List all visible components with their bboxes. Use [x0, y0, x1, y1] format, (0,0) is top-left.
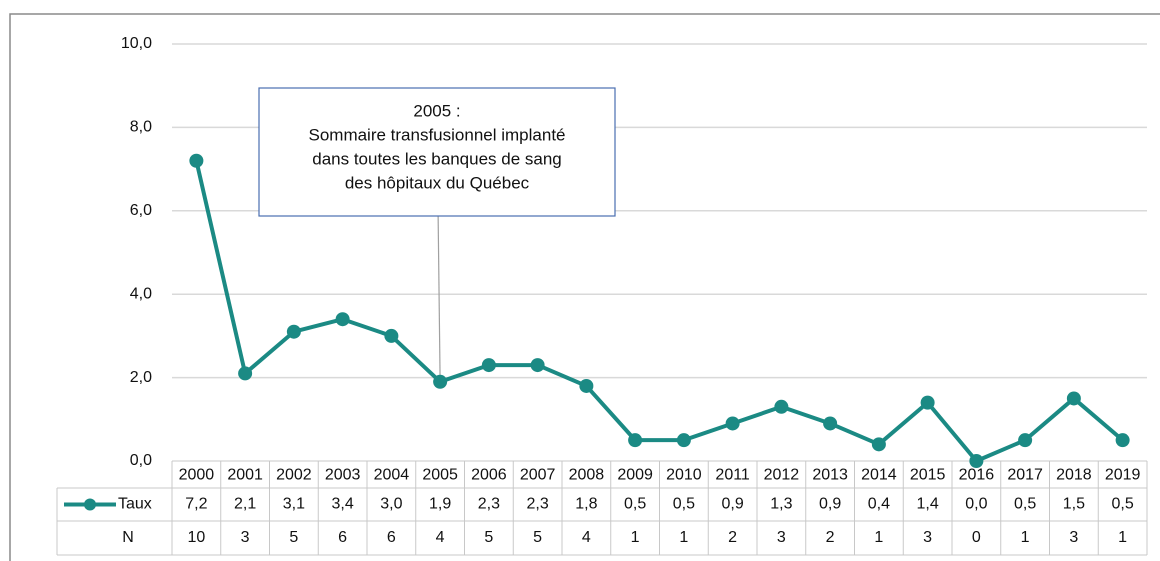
y-tick-label: 0,0: [130, 452, 152, 469]
data-point: [774, 399, 789, 414]
n-value: 1: [679, 529, 688, 546]
x-tick-label: 2010: [666, 467, 702, 484]
data-point: [871, 437, 886, 452]
x-tick-label: 2011: [715, 467, 750, 484]
data-point: [384, 328, 399, 343]
data-point: [823, 416, 838, 431]
x-tick-label: 2007: [520, 467, 556, 484]
row-label: N: [122, 529, 134, 546]
data-label: 2,1: [234, 496, 256, 513]
legend-marker: [84, 498, 96, 511]
data-point: [1066, 391, 1081, 406]
x-tick-label: 2003: [325, 467, 361, 484]
data-label: 0,5: [624, 496, 646, 513]
data-point: [969, 454, 984, 468]
x-tick-label: 2001: [227, 467, 263, 484]
data-label: 0,9: [722, 496, 744, 513]
x-tick-label: 2017: [1007, 467, 1043, 484]
data-point: [189, 153, 204, 168]
n-value: 6: [338, 529, 347, 546]
data-point: [725, 416, 740, 431]
annotation-pointer: [437, 215, 441, 382]
x-tick-label: 2004: [374, 467, 410, 484]
x-tick-label: 2005: [422, 467, 458, 484]
x-tick-label: 2009: [617, 467, 653, 484]
y-tick-label: 4,0: [130, 285, 152, 302]
y-tick-label: 6,0: [130, 202, 152, 219]
annotation-text: des hôpitaux du Québec: [345, 173, 530, 192]
n-value: 3: [241, 529, 250, 546]
x-tick-label: 2002: [276, 467, 312, 484]
series-line: [194, 160, 1124, 463]
data-point: [1018, 433, 1033, 448]
n-value: 5: [533, 529, 542, 546]
n-value: 4: [582, 529, 591, 546]
data-label: 0,5: [673, 496, 695, 513]
data-point: [335, 312, 350, 327]
data-label: 0,9: [819, 496, 841, 513]
annotation-text: dans toutes les banques de sang: [312, 149, 562, 168]
data-point: [920, 395, 935, 410]
data-label: 1,8: [575, 496, 597, 513]
annotation-text: 2005 :: [413, 101, 460, 120]
annotation-box: [258, 87, 616, 217]
data-point: [530, 358, 545, 373]
n-value: 1: [874, 529, 883, 546]
data-label: 7,2: [185, 496, 207, 513]
n-value: 5: [484, 529, 493, 546]
data-label: 2,3: [527, 496, 549, 513]
data-point: [628, 433, 643, 448]
data-label: 1,3: [770, 496, 792, 513]
n-value: 3: [1069, 529, 1078, 546]
n-value: 1: [1118, 529, 1127, 546]
x-tick-label: 2018: [1056, 467, 1092, 484]
x-tick-label: 2006: [471, 467, 507, 484]
data-label: 3,4: [332, 496, 354, 513]
data-point: [1115, 433, 1130, 448]
data-label: 1,9: [429, 496, 451, 513]
x-tick-label: 2015: [910, 467, 946, 484]
data-point: [286, 324, 301, 339]
n-value: 3: [777, 529, 786, 546]
n-value: 1: [631, 529, 640, 546]
n-value: 4: [436, 529, 445, 546]
x-tick-label: 2014: [861, 467, 897, 484]
n-value: 2: [826, 529, 835, 546]
data-point: [481, 358, 496, 373]
y-tick-label: 8,0: [130, 119, 152, 136]
data-point: [676, 433, 691, 448]
y-tick-label: 2,0: [130, 369, 152, 386]
n-value: 0: [972, 529, 981, 546]
annotation-text: Sommaire transfusionnel implanté: [308, 125, 565, 144]
data-label: 3,0: [380, 496, 402, 513]
data-label: 1,5: [1063, 496, 1085, 513]
x-tick-label: 2008: [569, 467, 605, 484]
y-tick-label: 10,0: [121, 35, 152, 52]
data-point: [433, 374, 448, 389]
x-tick-label: 2016: [959, 467, 995, 484]
x-tick-label: 2000: [179, 467, 215, 484]
data-label: 0,5: [1112, 496, 1134, 513]
chart-frame: [9, 13, 1160, 561]
n-value: 6: [387, 529, 396, 546]
n-value: 10: [187, 529, 205, 546]
n-value: 5: [289, 529, 298, 546]
data-label: 1,4: [917, 496, 939, 513]
data-label: 0,0: [965, 496, 987, 513]
data-label: 0,4: [868, 496, 890, 513]
x-tick-label: 2019: [1105, 467, 1141, 484]
x-tick-label: 2013: [812, 467, 848, 484]
data-label: 3,1: [283, 496, 305, 513]
data-point: [238, 366, 253, 381]
data-point: [579, 378, 594, 393]
legend-label: Taux: [118, 496, 152, 513]
x-tick-label: 2012: [764, 467, 800, 484]
n-value: 1: [1021, 529, 1030, 546]
data-label: 2,3: [478, 496, 500, 513]
data-label: 0,5: [1014, 496, 1036, 513]
n-value: 2: [728, 529, 737, 546]
n-value: 3: [923, 529, 932, 546]
